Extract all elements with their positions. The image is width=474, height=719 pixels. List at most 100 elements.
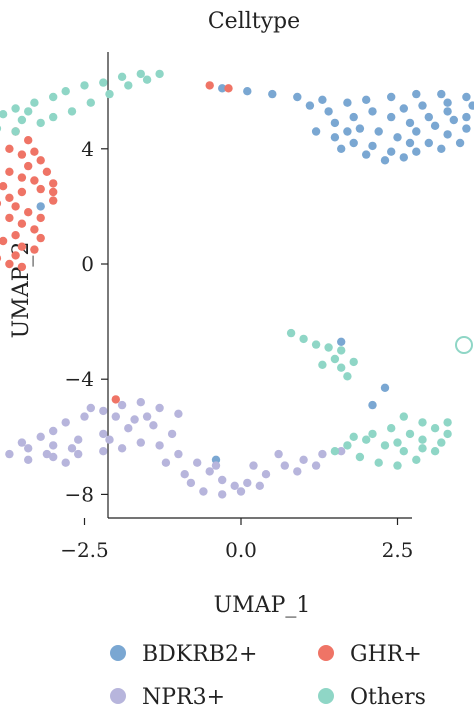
point-others xyxy=(61,87,70,96)
point-npr3 xyxy=(136,398,145,407)
point-bdkrb2 xyxy=(437,89,446,99)
point-npr3 xyxy=(261,470,271,479)
point-others xyxy=(105,89,114,99)
y-ticks: 4 0 −4 −8 xyxy=(65,137,108,506)
point-bdkrb2 xyxy=(387,147,396,156)
point-npr3 xyxy=(205,467,214,476)
point-ghr xyxy=(5,167,14,176)
point-npr3 xyxy=(74,449,83,459)
point-others xyxy=(362,435,371,444)
point-ghr xyxy=(17,187,27,197)
point-npr3 xyxy=(293,467,302,476)
point-ghr xyxy=(11,202,20,211)
point-bdkrb2 xyxy=(324,107,333,116)
legend-overflow-marker xyxy=(455,336,473,354)
point-ghr xyxy=(49,179,58,188)
point-bdkrb2 xyxy=(462,112,471,122)
point-npr3 xyxy=(105,435,114,444)
point-ghr xyxy=(205,81,214,90)
point-bdkrb2 xyxy=(368,400,377,410)
x-tick-label: −2.5 xyxy=(60,538,109,562)
point-bdkrb2 xyxy=(443,107,452,116)
point-npr3 xyxy=(249,461,258,470)
point-ghr xyxy=(0,200,2,207)
point-others xyxy=(311,340,321,349)
y-tick-label: −8 xyxy=(65,482,94,506)
point-others xyxy=(418,418,427,427)
legend-marker-bdkrb2 xyxy=(110,645,126,661)
point-npr3 xyxy=(99,406,108,416)
chart-title: Celltype xyxy=(208,9,300,34)
point-others xyxy=(17,115,27,125)
point-npr3 xyxy=(167,429,177,439)
point-others xyxy=(136,69,145,79)
point-bdkrb2 xyxy=(380,383,390,392)
point-bdkrb2 xyxy=(418,101,427,110)
point-bdkrb2 xyxy=(412,127,421,136)
point-bdkrb2 xyxy=(243,87,252,96)
y-tick-label: 0 xyxy=(81,252,94,276)
point-ghr xyxy=(30,147,39,156)
legend-marker-others xyxy=(318,688,334,704)
point-npr3 xyxy=(61,418,70,427)
point-bdkrb2 xyxy=(380,156,390,165)
legend-label-others: Others xyxy=(350,685,426,710)
point-npr3 xyxy=(36,432,45,441)
point-npr3 xyxy=(193,458,202,467)
point-bdkrb2 xyxy=(443,130,452,139)
point-ghr xyxy=(24,136,33,145)
point-others xyxy=(117,72,127,82)
point-others xyxy=(355,452,365,462)
point-npr3 xyxy=(255,481,264,490)
point-ghr xyxy=(42,167,52,176)
point-bdkrb2 xyxy=(387,112,396,122)
point-bdkrb2 xyxy=(330,118,340,128)
point-npr3 xyxy=(318,449,327,459)
point-bdkrb2 xyxy=(368,107,377,116)
point-others xyxy=(393,438,402,447)
point-npr3 xyxy=(311,461,321,470)
point-bdkrb2 xyxy=(349,112,358,122)
point-bdkrb2 xyxy=(405,138,415,148)
point-ghr xyxy=(30,176,39,185)
point-npr3 xyxy=(218,490,227,499)
point-bdkrb2 xyxy=(462,92,471,102)
point-npr3 xyxy=(124,424,133,433)
point-bdkrb2 xyxy=(412,147,421,156)
point-others xyxy=(0,110,8,119)
point-ghr xyxy=(30,245,39,254)
point-npr3 xyxy=(49,426,58,436)
x-tick-label: 2.5 xyxy=(382,538,414,562)
point-others xyxy=(393,461,402,470)
point-bdkrb2 xyxy=(330,133,340,142)
point-ghr xyxy=(11,251,20,260)
point-others xyxy=(443,429,452,439)
legend-marker-ghr xyxy=(318,645,334,661)
point-others xyxy=(437,438,446,447)
point-ghr xyxy=(36,156,45,165)
point-bdkrb2 xyxy=(443,98,452,107)
point-bdkrb2 xyxy=(349,138,358,148)
point-npr3 xyxy=(49,441,58,450)
point-npr3 xyxy=(274,449,283,459)
point-others xyxy=(330,447,340,456)
point-npr3 xyxy=(155,403,164,413)
point-others xyxy=(418,435,427,444)
point-bdkrb2 xyxy=(449,115,458,125)
point-ghr xyxy=(36,184,45,194)
point-bdkrb2 xyxy=(36,202,45,211)
point-npr3 xyxy=(24,455,33,464)
point-npr3 xyxy=(230,481,239,490)
point-npr3 xyxy=(243,478,252,488)
point-bdkrb2 xyxy=(211,455,221,464)
point-bdkrb2 xyxy=(437,144,446,153)
point-bdkrb2 xyxy=(355,124,365,133)
point-npr3 xyxy=(211,461,221,470)
point-ghr xyxy=(0,182,8,191)
y-tick-label: −4 xyxy=(65,367,94,391)
point-ghr xyxy=(49,187,58,197)
point-npr3 xyxy=(67,444,77,453)
point-others xyxy=(399,447,408,456)
x-ticks: −2.50.02.55.0 xyxy=(60,518,414,562)
